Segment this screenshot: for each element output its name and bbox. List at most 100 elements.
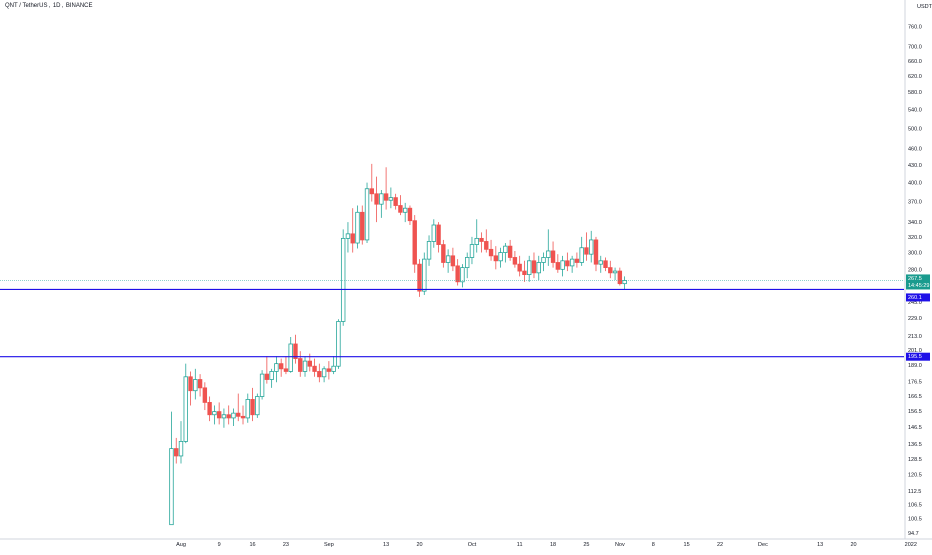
candle-body: [360, 211, 365, 241]
y-tick-label: 112.5: [908, 489, 921, 495]
candle-body: [455, 265, 460, 283]
candle-body: [426, 241, 432, 260]
candle-body: [221, 414, 227, 419]
y-tick-label: 120.5: [908, 472, 922, 478]
candle-body: [312, 365, 317, 372]
candle-body: [488, 248, 494, 257]
y-tick-label: 540.0: [908, 108, 922, 114]
candle: [221, 408, 227, 428]
candle-body: [174, 448, 179, 457]
candle: [445, 249, 451, 273]
y-tick-label: 166.5: [908, 394, 922, 400]
candle: [450, 247, 456, 272]
horizontal-line-label-bg: [906, 293, 930, 302]
candle: [565, 252, 570, 272]
horizontal-line-label: 260.1: [906, 293, 930, 302]
candle-body: [183, 376, 188, 442]
candle-body: [598, 260, 603, 265]
x-tick-label: 8: [652, 542, 655, 548]
candle-body: [593, 239, 599, 265]
candle-body: [450, 255, 456, 267]
candle-body: [355, 211, 360, 244]
candle-body: [527, 260, 532, 276]
candle: [512, 250, 518, 268]
candle-body: [431, 224, 437, 242]
candle: [340, 229, 346, 326]
candle: [212, 405, 217, 425]
candle-body: [250, 399, 255, 416]
candle: [312, 358, 317, 377]
candle-body: [364, 188, 370, 241]
y-tick-label: 700.0: [908, 44, 922, 50]
x-tick-label: 20: [416, 542, 422, 548]
candle: [527, 255, 532, 282]
candle: [503, 243, 508, 263]
candle-body: [541, 257, 546, 263]
y-tick-label: 430.0: [908, 163, 922, 169]
candle-body: [574, 258, 580, 263]
candle-body: [512, 257, 518, 265]
candle: [393, 193, 398, 210]
candle: [589, 230, 594, 263]
candle-body: [383, 193, 389, 201]
candle: [603, 257, 608, 272]
candle: [569, 255, 575, 273]
candle-body: [388, 197, 394, 201]
candle-body: [340, 237, 346, 322]
last-price-label-text: 14:45:29: [908, 283, 929, 289]
y-tick-label: 370.0: [908, 200, 922, 206]
candle-body: [231, 412, 236, 419]
candle: [488, 239, 494, 261]
candle: [360, 205, 365, 245]
candle: [250, 387, 255, 422]
candle-body: [412, 220, 417, 265]
candle: [579, 236, 584, 266]
candle: [422, 252, 427, 295]
candle: [536, 255, 541, 280]
candle: [541, 252, 546, 272]
candle: [298, 351, 303, 377]
candle-body: [298, 358, 303, 372]
y-tick-label: 500.0: [908, 126, 922, 132]
candle-body: [484, 241, 489, 250]
candle-body: [216, 411, 222, 419]
candle: [574, 252, 580, 268]
last-price-label-text: 267.5: [908, 276, 922, 282]
candle: [507, 239, 513, 261]
candle-body: [264, 373, 270, 380]
x-tick-label: Aug: [176, 542, 186, 548]
candle: [269, 368, 274, 388]
candle-body: [293, 343, 298, 359]
candle: [550, 241, 556, 268]
candle-body: [202, 387, 208, 403]
candle-body: [608, 267, 613, 274]
x-tick-label: 23: [283, 542, 289, 548]
horizontal-line-label-text: 260.1: [908, 295, 922, 301]
x-tick-label: 18: [550, 542, 556, 548]
candle: [474, 219, 479, 253]
candle: [617, 267, 623, 286]
candle-body: [236, 412, 241, 417]
candle: [598, 255, 603, 273]
candle: [259, 370, 265, 400]
y-tick-label: 201.0: [908, 348, 922, 354]
candle: [426, 235, 432, 266]
candle: [388, 187, 394, 209]
candle: [331, 356, 336, 375]
candle-body: [226, 414, 231, 419]
candle-body: [317, 371, 322, 378]
y-tick-label: 229.0: [908, 316, 922, 322]
candle: [183, 363, 188, 444]
candle-body: [536, 262, 541, 274]
candle: [283, 356, 289, 375]
y-tick-label: 400.0: [908, 181, 922, 187]
candle-body: [622, 280, 627, 285]
y-tick-label: 340.0: [908, 220, 922, 226]
candle-body: [345, 233, 351, 239]
y-tick-label: 176.5: [908, 380, 922, 386]
candle-body: [278, 363, 284, 370]
candle: [622, 276, 627, 290]
y-tick-label: 189.0: [908, 363, 922, 369]
